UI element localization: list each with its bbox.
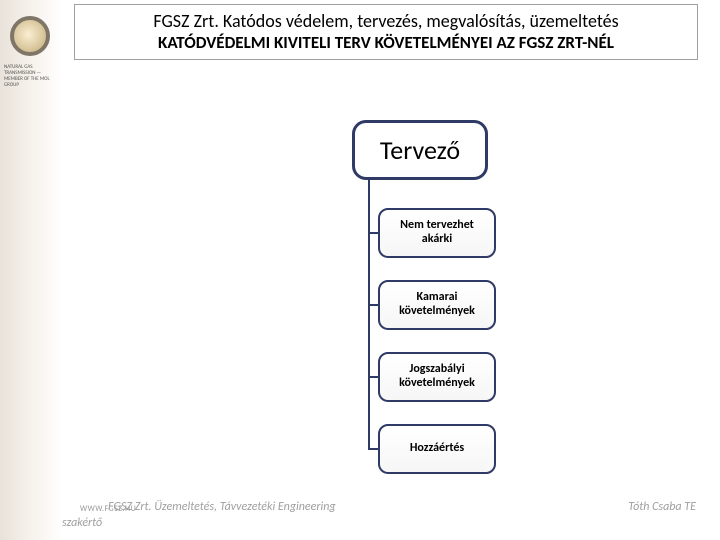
tree-child-label: Kamarai követelmények (384, 291, 490, 319)
title-line2: KATÓDVÉDELMI KIVITELI TERV KÖVETELMÉNYEI… (158, 32, 614, 53)
tree-child: Kamarai követelmények (378, 280, 496, 330)
tree-child: Hozzáértés (378, 424, 496, 474)
tree-child-label: Nem tervezhet akárki (384, 219, 490, 247)
sidebar-org-text: NATURAL GAS TRANSMISSION — MEMBER OF THE… (4, 64, 58, 88)
title-line1: FGSZ Zrt. Katódos védelem, tervezés, meg… (153, 11, 618, 32)
footer-right: Tóth Csaba TE (628, 500, 696, 514)
footer: WWW.FGSZ.HU FGSZ Zrt. Üzemeltetés, Távve… (62, 496, 712, 536)
tree-root-label: Tervező (380, 134, 460, 166)
logo-icon (10, 16, 50, 56)
footer-left-line2: szakértő (62, 516, 102, 530)
tree-child-label: Hozzáértés (410, 442, 464, 456)
tree-child: Nem tervezhet akárki (378, 208, 496, 258)
slide: NATURAL GAS TRANSMISSION — MEMBER OF THE… (0, 0, 720, 540)
footer-left-line1: FGSZ Zrt. Üzemeltetés, Távvezetéki Engin… (108, 500, 336, 514)
tree-root: Tervező (352, 120, 488, 180)
sidebar: NATURAL GAS TRANSMISSION — MEMBER OF THE… (0, 0, 62, 540)
tree-child: Jogszabályi követelmények (378, 352, 496, 402)
tree-child-label: Jogszabályi követelmények (384, 363, 490, 391)
title-box: FGSZ Zrt. Katódos védelem, tervezés, meg… (74, 4, 698, 60)
